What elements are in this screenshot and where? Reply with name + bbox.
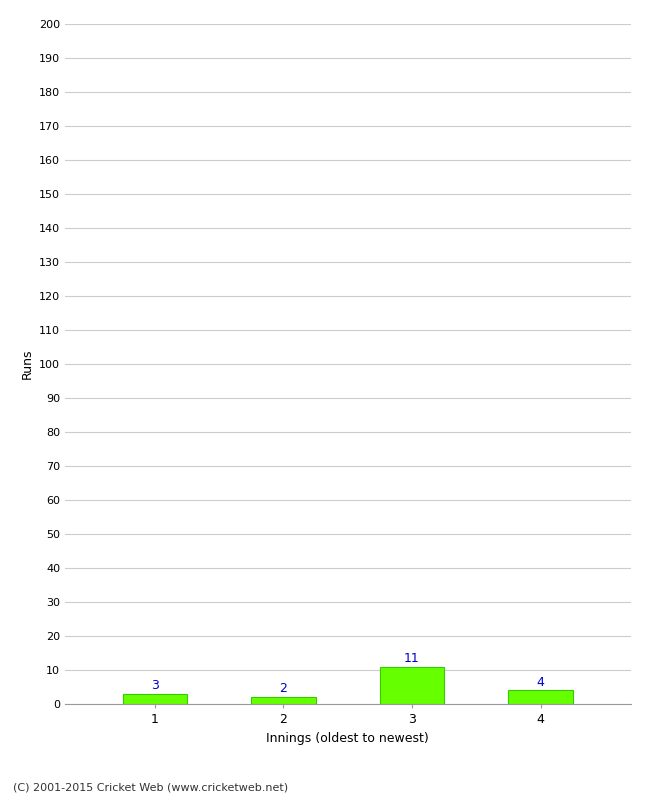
- Text: 11: 11: [404, 652, 420, 665]
- Text: 2: 2: [280, 682, 287, 695]
- Text: 3: 3: [151, 679, 159, 692]
- Bar: [252, 697, 316, 704]
- Bar: [380, 666, 444, 704]
- Text: (C) 2001-2015 Cricket Web (www.cricketweb.net): (C) 2001-2015 Cricket Web (www.cricketwe…: [13, 782, 288, 792]
- X-axis label: Innings (oldest to newest): Innings (oldest to newest): [266, 731, 429, 745]
- Bar: [123, 694, 187, 704]
- Y-axis label: Runs: Runs: [20, 349, 33, 379]
- Bar: [508, 690, 573, 704]
- Text: 4: 4: [537, 676, 545, 689]
